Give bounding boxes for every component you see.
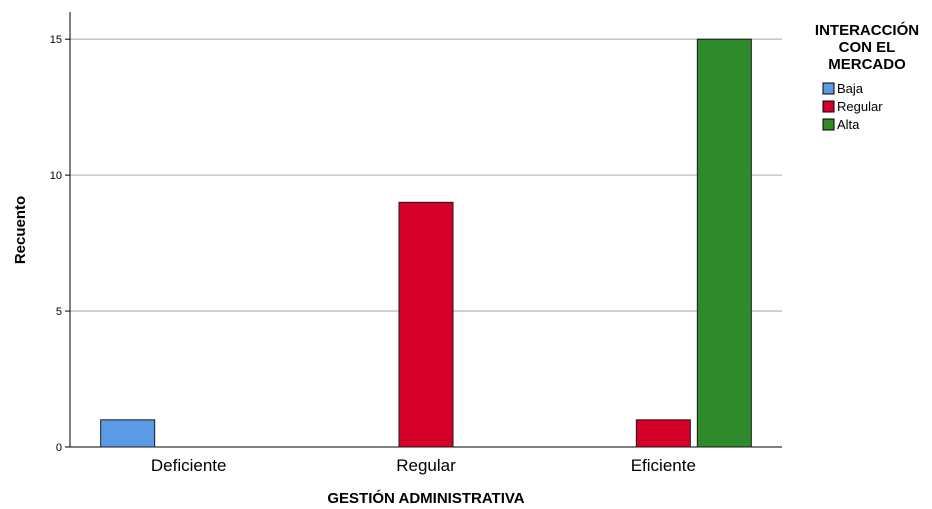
x-tick-label-regular: Regular <box>396 456 456 475</box>
legend-title-line-2: CON EL <box>839 39 896 56</box>
y-tick-label-15: 15 <box>50 34 62 46</box>
y-tick-label-5: 5 <box>56 306 62 318</box>
y-tick-label-0: 0 <box>56 442 62 454</box>
bar-eficiente-regular <box>635 419 691 448</box>
x-axis-title: GESTIÓN ADMINISTRATIVA <box>327 489 524 507</box>
legend-swatch-regular <box>822 100 835 113</box>
bars <box>100 38 752 448</box>
legend-title-line-1: INTERACCIÓN <box>815 21 919 39</box>
bar-eficiente-alta <box>696 38 752 448</box>
bar-deficiente-baja <box>100 419 156 448</box>
x-tick-label-eficiente: Eficiente <box>631 456 696 475</box>
x-tick-label-deficiente: Deficiente <box>151 456 227 475</box>
bar-regular-regular <box>398 201 454 448</box>
legend-label-baja: Baja <box>837 81 864 96</box>
legend: INTERACCIÓN CON EL MERCADO Baja Regular … <box>815 21 919 132</box>
x-tick-labels: Deficiente Regular Eficiente <box>151 456 696 475</box>
y-tick-labels: 0 5 10 15 <box>50 34 70 454</box>
legend-label-regular: Regular <box>837 99 883 114</box>
y-axis-title: Recuento <box>12 196 29 264</box>
legend-swatch-alta <box>822 118 835 131</box>
y-tick-label-10: 10 <box>50 170 62 182</box>
legend-title-line-3: MERCADO <box>828 56 906 73</box>
legend-swatch-baja <box>822 82 835 95</box>
legend-label-alta: Alta <box>837 117 860 132</box>
